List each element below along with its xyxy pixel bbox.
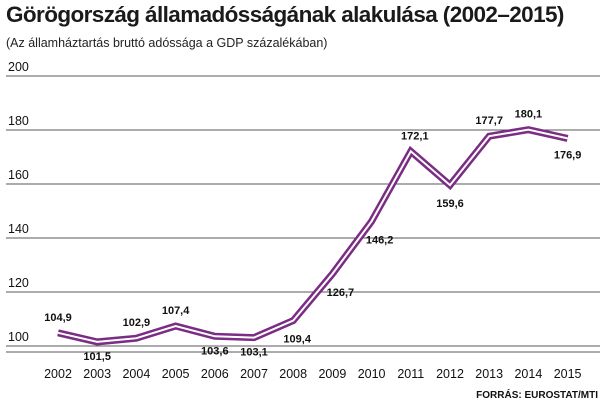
data-point — [409, 149, 413, 153]
data-point — [291, 319, 295, 323]
data-point — [56, 331, 60, 335]
data-label: 103,1 — [240, 347, 268, 359]
data-point — [370, 219, 374, 223]
x-tick-label: 2013 — [475, 367, 503, 381]
data-label: 102,9 — [123, 317, 151, 329]
y-tick-label: 120 — [8, 276, 29, 290]
data-label: 180,1 — [515, 109, 543, 121]
data-label: 172,1 — [401, 130, 429, 142]
x-tick-label: 2003 — [83, 367, 111, 381]
data-label: 177,7 — [475, 115, 503, 127]
data-label: 109,4 — [283, 334, 311, 346]
chart-title: Görögország államadósságának alakulása (… — [6, 2, 564, 27]
data-label: 146,2 — [366, 234, 394, 246]
x-tick-label: 2012 — [436, 367, 464, 381]
x-tick-label: 2015 — [554, 367, 582, 381]
series-line-core — [57, 128, 568, 343]
data-point — [566, 136, 570, 140]
y-tick-label: 140 — [8, 222, 29, 236]
x-tick-label: 2011 — [397, 367, 424, 381]
chart-subtitle: (Az államháztartás bruttó adóssága a GDP… — [6, 36, 328, 50]
y-tick-label: 100 — [8, 330, 29, 344]
data-point — [174, 324, 178, 328]
x-tick-label: 2004 — [122, 367, 150, 381]
x-tick-label: 2007 — [240, 367, 268, 381]
data-label: 107,4 — [162, 305, 190, 317]
series-line — [57, 126, 569, 346]
data-label: 101,5 — [83, 351, 111, 363]
x-tick-label: 2006 — [201, 367, 229, 381]
data-point — [330, 272, 334, 276]
y-tick-label: 160 — [8, 168, 29, 182]
data-point — [252, 336, 256, 340]
x-tick-label: 2002 — [44, 367, 72, 381]
data-point — [95, 340, 99, 344]
data-label: 103,6 — [201, 345, 229, 357]
data-point — [134, 336, 138, 340]
x-tick-label: 2010 — [358, 367, 386, 381]
data-label: 159,6 — [436, 198, 464, 210]
data-point — [487, 134, 491, 138]
data-label: 176,9 — [554, 149, 582, 161]
data-label: 104,9 — [44, 312, 72, 324]
data-point — [526, 128, 530, 132]
x-tick-label: 2009 — [318, 367, 346, 381]
y-tick-label: 180 — [8, 114, 29, 128]
y-tick-label: 200 — [8, 60, 29, 74]
data-label: 126,7 — [327, 287, 355, 299]
data-point — [448, 183, 452, 187]
x-tick-label: 2014 — [514, 367, 542, 381]
x-tick-label: 2005 — [162, 367, 190, 381]
data-point — [213, 334, 217, 338]
source-note: FORRÁS: EUROSTAT/MTI — [476, 388, 598, 401]
x-tick-label: 2008 — [279, 367, 307, 381]
